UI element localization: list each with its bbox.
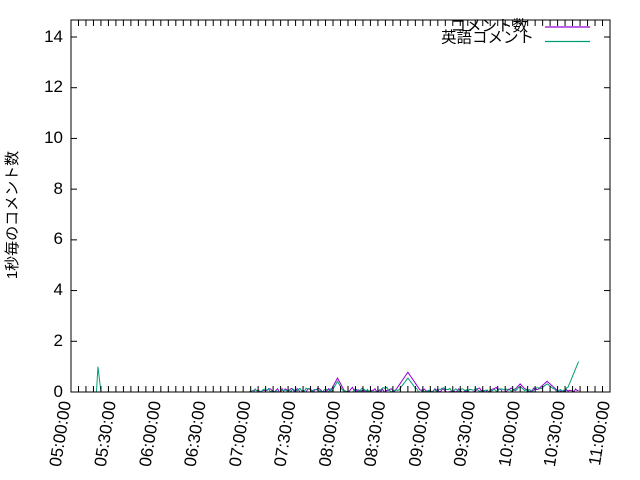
svg-text:英語コメント: 英語コメント [441, 29, 534, 47]
svg-text:2: 2 [54, 331, 63, 350]
svg-text:0: 0 [54, 382, 63, 401]
svg-text:8: 8 [54, 179, 63, 198]
svg-text:1秒毎のコメント数: 1秒毎のコメント数 [4, 151, 21, 279]
svg-text:6: 6 [54, 229, 63, 248]
svg-text:10: 10 [44, 128, 63, 147]
svg-text:12: 12 [44, 77, 63, 96]
svg-text:14: 14 [44, 27, 63, 46]
svg-text:4: 4 [54, 280, 63, 299]
